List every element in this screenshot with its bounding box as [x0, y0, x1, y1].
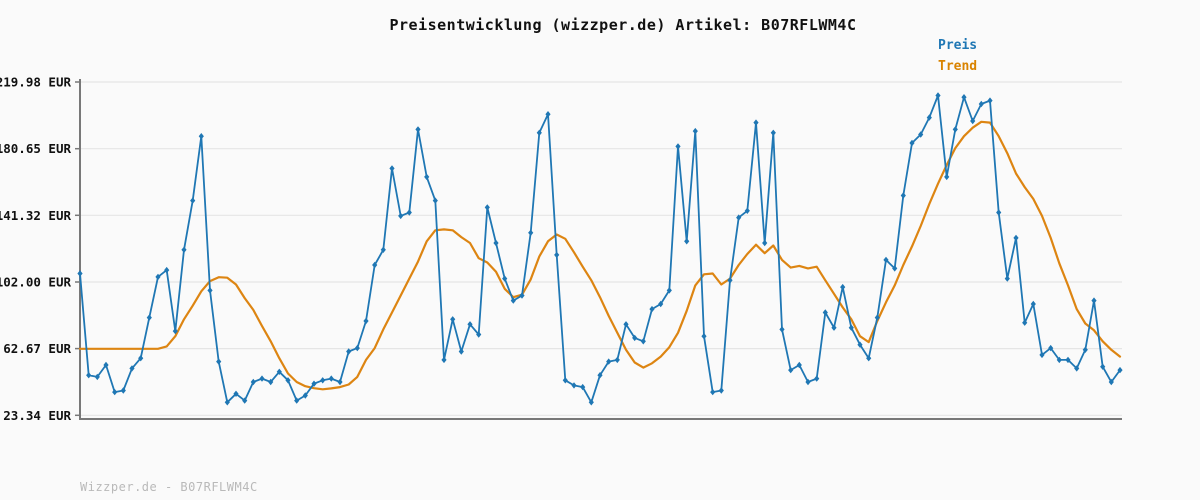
preis-line — [79, 94, 1121, 404]
y-axis-tick-label: 23.34 EUR — [3, 408, 71, 423]
legend-item-trend: Trend — [938, 59, 978, 74]
y-axis-tick-label: 102.00 EUR — [0, 275, 71, 290]
chart-title: Preisentwicklung (wizzper.de) Artikel: B… — [389, 16, 857, 34]
y-axis-tick-label: 219.98 EUR — [0, 75, 71, 90]
y-axis-tick-label: 62.67 EUR — [3, 341, 71, 356]
trend-line — [78, 120, 1122, 391]
legend-item-preis: Preis — [938, 38, 978, 53]
legend: Preis Trend — [938, 39, 977, 74]
y-axis-tick-label: 180.65 EUR — [0, 141, 71, 156]
preis-markers — [77, 92, 1123, 406]
footer-watermark: Wizzper.de - B07RFLWM4C — [80, 480, 258, 494]
y-axis-tick-label: 141.32 EUR — [0, 208, 71, 223]
